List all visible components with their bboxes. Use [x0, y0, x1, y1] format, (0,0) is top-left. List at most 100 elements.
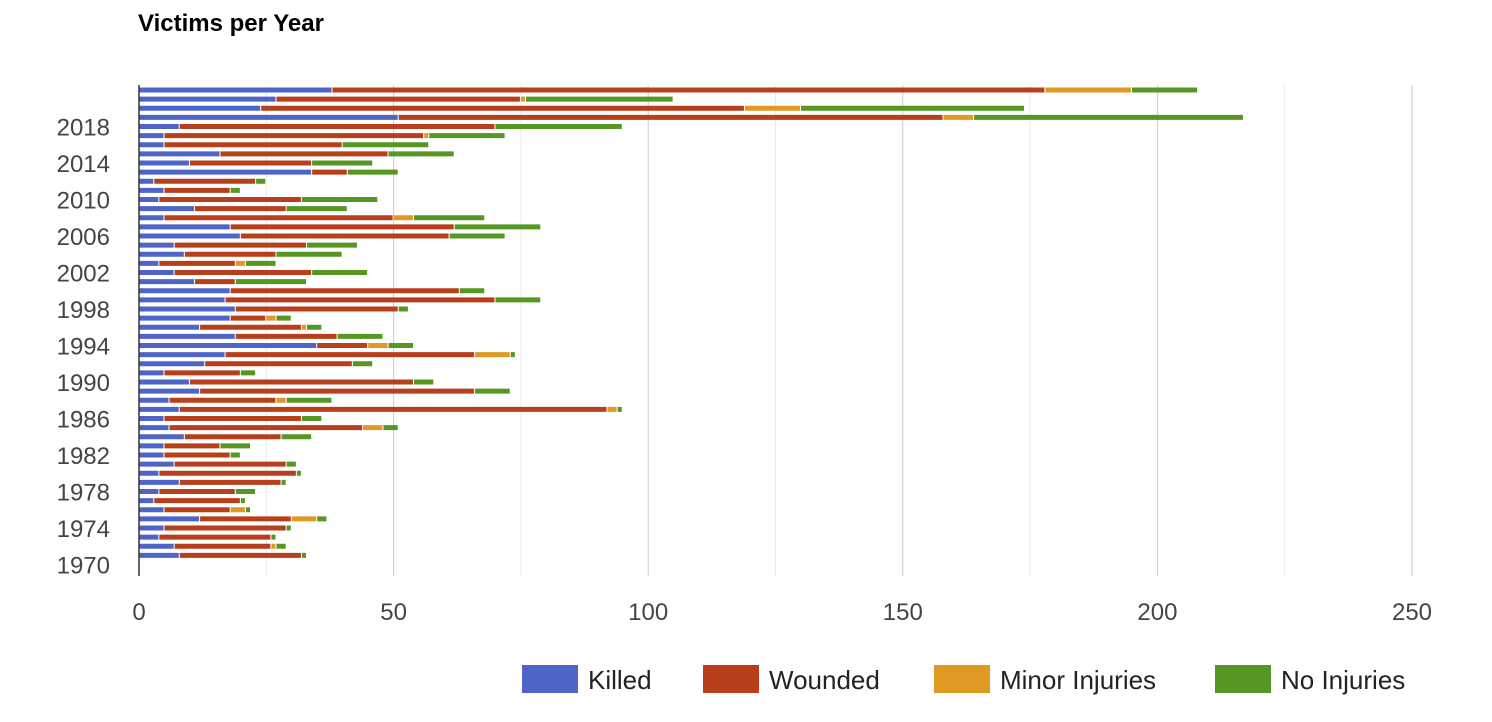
- bar-1990-killed[interactable]: [139, 379, 189, 385]
- bar-1993-minor-injuries[interactable]: [475, 352, 510, 358]
- bar-2009-no-injuries[interactable]: [286, 206, 347, 212]
- bar-1972-killed[interactable]: [139, 543, 174, 549]
- bar-1988-minor-injuries[interactable]: [276, 397, 286, 403]
- bar-2005-no-injuries[interactable]: [307, 242, 357, 248]
- bar-1978-killed[interactable]: [139, 489, 159, 494]
- bar-1988-wounded[interactable]: [169, 397, 276, 403]
- bar-1982-wounded[interactable]: [164, 452, 230, 458]
- legend-item-wounded[interactable]: Wounded: [703, 665, 880, 695]
- bar-2010-wounded[interactable]: [159, 197, 301, 202]
- bar-2001-wounded[interactable]: [195, 279, 235, 285]
- bar-1985-wounded[interactable]: [169, 425, 363, 431]
- bar-2000-no-injuries[interactable]: [459, 288, 485, 294]
- bar-1989-killed[interactable]: [139, 388, 200, 394]
- bar-1987-killed[interactable]: [139, 406, 179, 412]
- legend-item-minor-injuries[interactable]: Minor Injuries: [934, 665, 1156, 695]
- bar-2005-wounded[interactable]: [174, 242, 307, 248]
- bar-1975-killed[interactable]: [139, 516, 200, 522]
- bar-2016-wounded[interactable]: [164, 142, 342, 148]
- bar-1981-no-injuries[interactable]: [286, 461, 296, 467]
- bar-2002-no-injuries[interactable]: [312, 270, 368, 275]
- bar-1983-wounded[interactable]: [164, 443, 220, 449]
- bar-2014-killed[interactable]: [139, 160, 189, 166]
- bar-1972-wounded[interactable]: [174, 543, 271, 549]
- bar-2015-killed[interactable]: [139, 151, 220, 157]
- bar-1971-no-injuries[interactable]: [301, 552, 307, 558]
- bar-1989-no-injuries[interactable]: [475, 388, 510, 394]
- bar-2019-wounded[interactable]: [398, 114, 943, 120]
- bar-1982-killed[interactable]: [139, 452, 164, 458]
- bar-1997-minor-injuries[interactable]: [266, 315, 276, 321]
- bar-1983-killed[interactable]: [139, 443, 164, 449]
- bar-2012-killed[interactable]: [139, 178, 154, 184]
- bar-2013-wounded[interactable]: [312, 169, 347, 175]
- bar-1986-no-injuries[interactable]: [301, 416, 322, 421]
- bar-1997-killed[interactable]: [139, 315, 230, 321]
- bar-1971-killed[interactable]: [139, 552, 179, 558]
- bar-1996-wounded[interactable]: [200, 324, 301, 330]
- bar-1986-killed[interactable]: [139, 416, 164, 421]
- bar-2021-killed[interactable]: [139, 96, 276, 102]
- bar-1975-minor-injuries[interactable]: [291, 516, 317, 522]
- bar-1996-no-injuries[interactable]: [307, 324, 322, 330]
- bar-2003-no-injuries[interactable]: [245, 260, 276, 266]
- bar-2020-killed[interactable]: [139, 105, 261, 111]
- bar-2008-wounded[interactable]: [164, 215, 393, 221]
- bar-1997-wounded[interactable]: [230, 315, 266, 321]
- bar-2020-minor-injuries[interactable]: [744, 105, 800, 111]
- bar-1976-no-injuries[interactable]: [245, 507, 251, 513]
- bar-1991-no-injuries[interactable]: [240, 370, 256, 376]
- bar-2011-killed[interactable]: [139, 187, 164, 193]
- bar-1980-no-injuries[interactable]: [296, 470, 301, 476]
- bar-2008-no-injuries[interactable]: [413, 215, 485, 221]
- bar-1976-killed[interactable]: [139, 507, 164, 513]
- bar-1976-wounded[interactable]: [164, 507, 230, 513]
- bar-1993-killed[interactable]: [139, 352, 225, 358]
- bar-1987-no-injuries[interactable]: [617, 406, 622, 412]
- bar-2012-no-injuries[interactable]: [256, 178, 266, 184]
- bar-1971-wounded[interactable]: [179, 552, 301, 558]
- bar-1982-no-injuries[interactable]: [230, 452, 240, 458]
- bar-2000-killed[interactable]: [139, 288, 230, 294]
- bar-2011-wounded[interactable]: [164, 187, 230, 193]
- bar-1988-no-injuries[interactable]: [286, 397, 332, 403]
- bar-1987-wounded[interactable]: [179, 406, 607, 412]
- bar-2001-no-injuries[interactable]: [235, 279, 307, 285]
- bar-1996-killed[interactable]: [139, 324, 200, 330]
- bar-2021-wounded[interactable]: [276, 96, 520, 102]
- bar-1985-minor-injuries[interactable]: [363, 425, 383, 431]
- bar-2019-minor-injuries[interactable]: [943, 114, 974, 120]
- bar-2017-no-injuries[interactable]: [429, 133, 505, 139]
- bar-1993-no-injuries[interactable]: [510, 352, 515, 358]
- bar-2004-killed[interactable]: [139, 251, 184, 257]
- bar-2003-killed[interactable]: [139, 260, 159, 266]
- bar-1995-no-injuries[interactable]: [337, 333, 383, 339]
- bar-1984-no-injuries[interactable]: [281, 434, 312, 440]
- bar-1972-minor-injuries[interactable]: [271, 543, 276, 549]
- bar-1991-wounded[interactable]: [164, 370, 240, 376]
- bar-2016-killed[interactable]: [139, 142, 164, 148]
- bar-2004-no-injuries[interactable]: [276, 251, 342, 257]
- bar-2022-wounded[interactable]: [332, 87, 1045, 93]
- bar-1980-wounded[interactable]: [159, 470, 296, 476]
- bar-1981-killed[interactable]: [139, 461, 174, 467]
- bar-2007-killed[interactable]: [139, 224, 230, 230]
- bar-1976-minor-injuries[interactable]: [230, 507, 245, 513]
- bar-1978-wounded[interactable]: [159, 489, 235, 494]
- bar-1992-no-injuries[interactable]: [352, 361, 373, 367]
- bar-1981-wounded[interactable]: [174, 461, 286, 467]
- bar-1980-killed[interactable]: [139, 470, 159, 476]
- bar-2021-minor-injuries[interactable]: [520, 96, 525, 102]
- bar-2004-wounded[interactable]: [184, 251, 276, 257]
- bar-1973-wounded[interactable]: [159, 534, 271, 540]
- bar-2012-wounded[interactable]: [154, 178, 256, 184]
- legend-item-no-injuries[interactable]: No Injuries: [1215, 665, 1405, 695]
- bar-1998-no-injuries[interactable]: [398, 306, 408, 312]
- bar-2022-minor-injuries[interactable]: [1045, 87, 1131, 93]
- bar-1979-wounded[interactable]: [179, 479, 281, 485]
- bar-2015-wounded[interactable]: [220, 151, 388, 157]
- bar-2008-minor-injuries[interactable]: [393, 215, 413, 221]
- bar-1991-killed[interactable]: [139, 370, 164, 376]
- bar-1987-minor-injuries[interactable]: [607, 406, 617, 412]
- bar-1995-killed[interactable]: [139, 333, 235, 339]
